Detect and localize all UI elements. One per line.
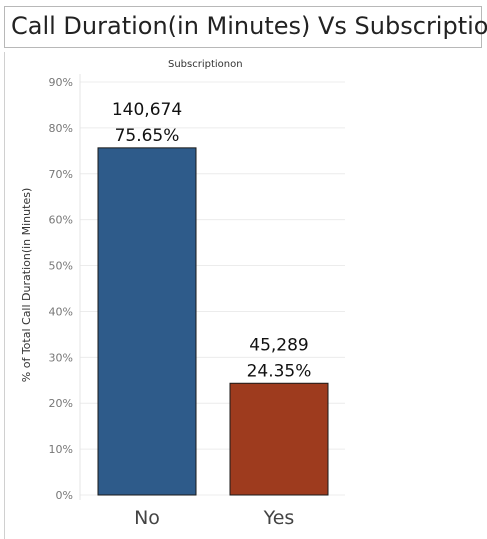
data-label-percent: 75.65% (115, 126, 180, 146)
y-tick-label: 70% (49, 168, 73, 181)
data-label-count: 140,674 (112, 100, 182, 120)
x-category-label: No (134, 507, 160, 529)
data-label-percent: 24.35% (247, 361, 312, 381)
y-tick-label: 80% (49, 122, 73, 135)
bar-yes (229, 382, 329, 496)
y-tick-label: 60% (49, 214, 73, 227)
y-tick-label: 20% (49, 397, 73, 410)
y-tick-label: 40% (49, 305, 73, 318)
x-category-label: Yes (263, 507, 295, 529)
y-tick-label: 90% (49, 76, 73, 89)
title-box: Call Duration(in Minutes) Vs Subscriptio… (4, 6, 487, 48)
page-title: Call Duration(in Minutes) Vs Subscriptio… (11, 12, 487, 40)
panel-border (4, 52, 5, 539)
y-tick-label: 50% (49, 260, 73, 273)
y-tick-label: 10% (49, 443, 73, 456)
bar-no (97, 147, 197, 496)
y-tick-label: 0% (56, 489, 73, 502)
column-header-text: Subscriptionon (168, 59, 243, 70)
y-axis-title: % of Total Call Duration(in Minutes) (20, 188, 33, 382)
data-label-count: 45,289 (249, 335, 308, 355)
y-tick-label: 30% (49, 351, 73, 364)
